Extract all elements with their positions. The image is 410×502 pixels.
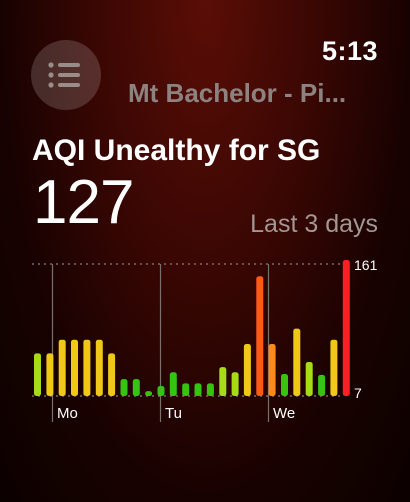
aqi-bar: [58, 339, 66, 396]
list-icon: [48, 62, 80, 88]
aqi-bar: [194, 383, 202, 396]
aqi-bar: [206, 383, 214, 396]
xtick-label-we: We: [273, 405, 295, 422]
aqi-bar: [34, 353, 41, 396]
aqi-bar: [182, 383, 190, 396]
aqi-bar: [256, 276, 264, 396]
menu-button[interactable]: [31, 40, 101, 110]
aqi-value: 127: [33, 168, 134, 237]
xtick-label-mo: Mo: [57, 405, 78, 422]
aqi-bar: [108, 353, 116, 396]
aqi-bar: [95, 339, 103, 396]
aqi-bar: [281, 374, 288, 396]
aqi-bar: [305, 362, 313, 396]
aqi-bar: [157, 386, 165, 396]
chart-bars: [34, 260, 350, 396]
aqi-bar: [219, 367, 227, 396]
aqi-category-title: AQI Unealthy for SG: [32, 134, 321, 167]
aqi-bar: [46, 353, 54, 396]
aqi-bar: [83, 339, 91, 396]
xtick-label-tu: Tu: [165, 405, 182, 422]
aqi-bar: [169, 372, 177, 396]
aqi-bar: [231, 372, 239, 396]
time-range-label: Last 3 days: [250, 210, 378, 238]
aqi-bar: [330, 339, 338, 396]
clock-time: 5:13: [321, 36, 378, 66]
location-name[interactable]: Mt Bachelor - Pi...: [128, 78, 347, 108]
aqi-bar: [243, 344, 251, 396]
ytick-label-max: 161: [354, 257, 378, 273]
aqi-bar: [342, 260, 350, 396]
aqi-bar: [71, 339, 78, 396]
aqi-bar: [268, 344, 276, 396]
aqi-bar: [293, 328, 301, 396]
aqi-bar: [120, 379, 128, 396]
aqi-bar: [145, 391, 153, 396]
ytick-label-min: 7: [354, 385, 362, 401]
aqi-bar: [318, 374, 326, 396]
aqi-bar: [132, 379, 140, 396]
